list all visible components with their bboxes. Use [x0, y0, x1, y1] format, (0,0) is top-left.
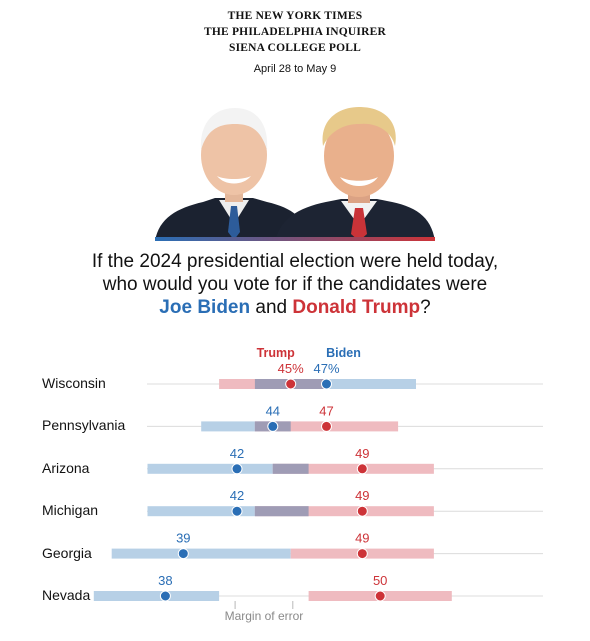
trump-portrait	[275, 106, 435, 241]
biden-portrait	[155, 108, 309, 241]
question-mark: ?	[420, 297, 431, 318]
trump-dot	[321, 420, 332, 432]
legend-biden: Biden	[326, 346, 361, 360]
biden-value-label: 42	[230, 488, 244, 503]
legend-trump: Trump	[257, 346, 296, 360]
poll-dates: April 28 to May 9	[253, 63, 337, 75]
trump-dot	[285, 378, 297, 390]
trump-value-label: 49	[355, 488, 369, 503]
biden-value-label: 39	[176, 531, 190, 546]
question-and: and	[255, 297, 288, 318]
question-trump-name: Donald Trump	[292, 297, 421, 318]
biden-value-label: 38	[158, 573, 172, 588]
state-label: Wisconsin	[42, 375, 106, 391]
biden-moe-band	[254, 379, 416, 389]
trump-dot	[356, 548, 368, 560]
biden-value-label: 47%	[313, 361, 339, 376]
biden-moe-band	[147, 463, 309, 474]
state-label: Georgia	[42, 544, 92, 561]
trump-value-label: 45%	[278, 361, 304, 376]
biden-dot	[231, 505, 243, 517]
state-label: Nevada	[42, 587, 91, 603]
question-line-3: Joe Biden and Donald Trump?	[0, 296, 590, 319]
question-line-1: If the 2024 presidential election were h…	[91, 251, 499, 272]
biden-moe-band	[147, 506, 309, 517]
trump-moe-band	[272, 463, 434, 474]
portrait-color-bar	[155, 237, 435, 241]
moe-overlap	[254, 506, 309, 517]
state-label: Michigan	[42, 502, 99, 519]
biden-value-label: 44	[266, 403, 280, 418]
moe-overlap	[272, 463, 309, 474]
biden-dot	[177, 548, 189, 560]
trump-value-label: 49	[355, 531, 369, 546]
question-line-2: who would you vote for if the candidates…	[102, 274, 488, 295]
candidate-portraits	[155, 106, 435, 241]
question-biden-name: Joe Biden	[159, 297, 251, 318]
biden-moe-band	[111, 548, 291, 559]
biden-value-label: 42	[230, 446, 244, 461]
margin-of-error-label: Margin of error	[225, 609, 304, 623]
biden-dot	[159, 590, 171, 602]
header-poll-name: SIENA COLLEGE POLL	[228, 42, 362, 54]
biden-dot	[267, 420, 279, 432]
state-label: Pennsylvania	[42, 417, 126, 434]
trump-dot	[374, 590, 386, 602]
biden-dot	[231, 463, 243, 475]
trump-dot	[356, 463, 368, 475]
trump-moe-band	[254, 506, 434, 517]
trump-value-label: 47	[319, 403, 333, 418]
poll-question: If the 2024 presidential election were h…	[0, 250, 590, 319]
biden-moe-band	[93, 591, 220, 601]
biden-dot	[321, 378, 332, 390]
trump-value-label: 50	[373, 573, 387, 588]
biden-moe-band	[201, 421, 291, 432]
trump-value-label: 49	[355, 446, 369, 461]
trump-dot	[356, 505, 368, 517]
state-label: Arizona	[42, 459, 90, 476]
header-publisher-2: THE PHILADELPHIA INQUIRER	[203, 26, 386, 38]
header-publisher-1: THE NEW YORK TIMES	[227, 10, 363, 22]
